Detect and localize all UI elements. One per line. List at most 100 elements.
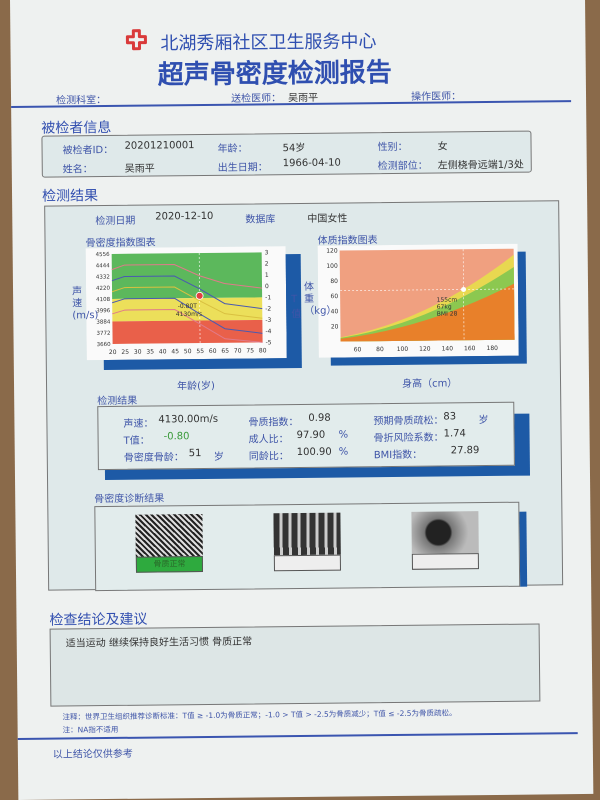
- peer-unit: %: [338, 446, 349, 458]
- diagnosis-tag-reduced: [273, 554, 341, 572]
- x-tick: 30: [134, 349, 142, 356]
- conclusion-text: 适当运动 继续保持良好生活习惯 骨质正常: [65, 636, 253, 650]
- expect-label: 预期骨质疏松：: [373, 415, 444, 428]
- date-value: 2020-12-10: [155, 210, 214, 223]
- peer-label: 同龄比：: [248, 451, 289, 463]
- x-tick: 140: [442, 345, 454, 352]
- adult-unit: %: [338, 429, 349, 441]
- point-label-speed: 4130m/s: [176, 311, 202, 318]
- date-label: 检测日期: [95, 215, 136, 228]
- note-standard: 注释：世界卫生组织推荐诊断标准：T值 ≥ -1.0为骨质正常；-1.0 > T值…: [62, 708, 457, 722]
- x-tick: 55: [196, 348, 204, 355]
- x-tick: 160: [464, 345, 476, 352]
- x-tick: 60: [354, 346, 362, 353]
- y2-tick: 0: [265, 283, 269, 290]
- y-tick: 3660: [97, 342, 112, 348]
- x-tick: 180: [486, 345, 498, 352]
- y-tick: 3996: [96, 308, 111, 314]
- t-label: T值：: [123, 435, 150, 447]
- y-tick: 40: [331, 308, 339, 315]
- zone-normal: [111, 252, 263, 299]
- x-tick: 60: [209, 348, 217, 355]
- t-value: -0.80: [163, 431, 190, 443]
- name-value: 吴雨平: [124, 163, 155, 175]
- x-tick: 75: [246, 347, 254, 354]
- report-title: 超声骨密度检测报告: [157, 58, 392, 91]
- id-value: 20201210001: [124, 140, 195, 152]
- id-label: 被检者ID：: [62, 144, 114, 157]
- bmd-x-label: 年龄(岁): [177, 380, 215, 393]
- y-tick: 4220: [96, 286, 111, 292]
- y2-tick: 1: [265, 272, 269, 279]
- db-value: 中国女性: [307, 213, 348, 225]
- zone-underweight: [340, 283, 515, 342]
- conclusion-box: 适当运动 继续保持良好生活习惯 骨质正常: [49, 623, 541, 707]
- sex-label: 性别：: [377, 141, 408, 154]
- bmi-value: 27.89: [450, 445, 480, 457]
- crosshair-vertical: [462, 249, 465, 341]
- x-tick: 40: [159, 348, 167, 355]
- expect-value: 83: [443, 411, 457, 423]
- measurement-point: [461, 286, 467, 292]
- diagnosis-tag-normal: 骨质正常: [135, 556, 204, 573]
- bone-image-normal: [135, 514, 203, 557]
- bmd-chart: 20 25 30 35 40 45 50 55 60 65 70 75 8045564444433242…: [85, 246, 287, 361]
- y2-tick: -5: [266, 339, 272, 346]
- site-label: 检测部位：: [377, 160, 428, 173]
- x-tick: 70: [234, 348, 242, 355]
- x-tick: 65: [221, 348, 229, 355]
- bmd-y-label: 声速(m/s): [72, 286, 99, 322]
- x-tick: 120: [419, 346, 431, 353]
- y-tick: 4108: [96, 297, 111, 303]
- reference-curve-3: [112, 297, 263, 334]
- boneage-value: 51: [188, 448, 202, 460]
- boneage-label: 骨密度骨龄：: [123, 452, 184, 464]
- y-tick: 4332: [96, 274, 110, 280]
- y-tick: 4444: [96, 263, 111, 269]
- bmi-label: BMI指数：: [373, 449, 423, 462]
- peer-value: 100.90: [296, 446, 332, 459]
- measurement-point: [195, 291, 204, 300]
- footer-disclaimer: 以上结论仅供参考: [52, 748, 133, 761]
- bmd-y2-label: T值: [291, 294, 302, 321]
- age-label: 年龄：: [217, 143, 248, 155]
- patient-info-box: 被检者ID： 20201210001 年龄： 54岁 性别： 女 姓名： 吴雨平…: [41, 130, 532, 178]
- bqi-value: 0.98: [308, 412, 331, 424]
- reference-curve-1: [111, 275, 263, 310]
- fracture-value: 1.74: [443, 428, 466, 440]
- point-label-weight: 67kg: [437, 304, 452, 311]
- zone-osteoporosis: [112, 319, 263, 344]
- bmi-y-label: 体重（kg）: [303, 281, 337, 317]
- y2-tick: -2: [265, 306, 271, 313]
- y-tick: 4556: [96, 252, 111, 258]
- point-label-t: -0.80T: [178, 303, 198, 310]
- fracture-label: 骨折风险系数：: [373, 432, 444, 445]
- expect-unit: 岁: [478, 415, 489, 427]
- x-tick: 45: [171, 348, 179, 355]
- y2-tick: 3: [265, 249, 269, 256]
- speed-value: 4130.00m/s: [158, 413, 219, 426]
- db-label: 数据库: [245, 214, 276, 226]
- y2-tick: 2: [265, 261, 269, 268]
- bone-image-osteoporosis: [411, 511, 479, 554]
- reference-curve-2: [111, 286, 263, 319]
- diagnosis-box: 骨质正常: [94, 501, 521, 592]
- results-panel: 检测日期 2020-12-10 数据库 中国女性 骨密度指数图表 20 25 30 3…: [44, 200, 564, 592]
- dob-value: 1966-04-10: [282, 157, 341, 170]
- point-label-bmi: BMI 28: [437, 311, 458, 318]
- diagnosis-title: 骨密度诊断结果: [94, 493, 165, 506]
- boneage-unit: 岁: [213, 451, 224, 463]
- dob-label: 出生日期：: [217, 162, 268, 174]
- bqi-label: 骨质指数：: [248, 417, 299, 429]
- org-name: 北湖秀厢社区卫生服务中心: [160, 31, 377, 55]
- y-tick: 3772: [96, 331, 110, 337]
- doctor-value: 吴雨平: [287, 92, 319, 105]
- x-tick: 25: [121, 349, 129, 356]
- sex-value: 女: [437, 141, 448, 153]
- bone-image-reduced: [273, 512, 341, 556]
- age-value: 54岁: [282, 142, 306, 155]
- crosshair-horizontal: [340, 288, 515, 292]
- conclusion-title: 检查结论及建议: [49, 611, 148, 629]
- y-tick: 3884: [96, 319, 111, 325]
- y-tick: 60: [330, 293, 338, 300]
